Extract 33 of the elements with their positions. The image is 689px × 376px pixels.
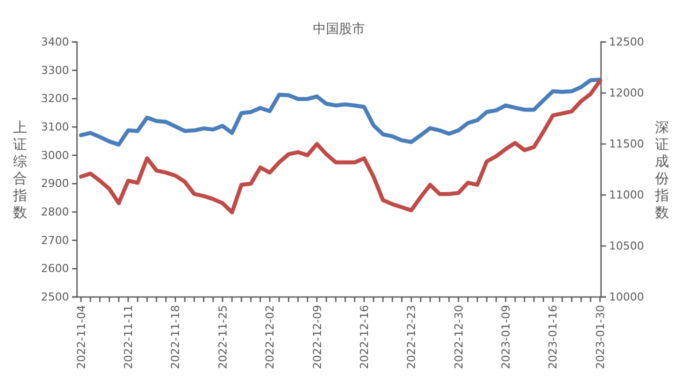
- chart-title: 中国股市: [313, 22, 365, 37]
- y-tick-label: 2800: [41, 206, 69, 219]
- line-series: [79, 78, 602, 214]
- y-tick-label: 2500: [41, 290, 69, 304]
- y2-tick-label: 10500: [609, 240, 644, 253]
- x-tick-label: 2022-12-02: [264, 305, 277, 369]
- y-tick-label: 3000: [41, 148, 69, 162]
- x-tick-label: 2022-12-16: [358, 305, 371, 369]
- y-tick-label: 3300: [41, 64, 69, 77]
- y2-tick-label: 10000: [609, 290, 644, 304]
- y-axis-title: 上证综合指数: [12, 120, 27, 221]
- y-tick-label: 3200: [41, 92, 69, 106]
- x-tick-label: 2023-01-09: [499, 305, 512, 369]
- x-tick-label: 2023-01-16: [546, 305, 560, 369]
- line-series: [79, 78, 602, 147]
- y2-tick-label: 11000: [609, 188, 644, 202]
- y-tick-label: 2700: [41, 234, 69, 247]
- x-tick-label: 2022-11-11: [122, 305, 136, 369]
- y2-tick-label: 12500: [609, 36, 644, 49]
- y2-axis-title: 深证成份指数: [654, 120, 669, 221]
- x-tick-label: 2022-11-25: [216, 305, 230, 369]
- y2-tick-label: 11500: [609, 138, 644, 151]
- x-tick-label: 2022-11-18: [169, 305, 182, 369]
- y2-tick-label: 12000: [609, 86, 644, 100]
- y-tick-label: 2900: [41, 177, 69, 190]
- y-tick-label: 3400: [41, 36, 69, 49]
- y-tick-label: 2600: [41, 262, 69, 276]
- x-tick-label: 2022-11-04: [74, 305, 88, 369]
- x-tick-label: 2022-12-09: [310, 305, 324, 369]
- x-tick-label: 2022-12-30: [452, 305, 466, 369]
- x-tick-label: 2022-12-23: [405, 305, 418, 369]
- x-tick-label: 2023-01-30: [594, 305, 607, 369]
- y-tick-label: 3100: [41, 120, 69, 134]
